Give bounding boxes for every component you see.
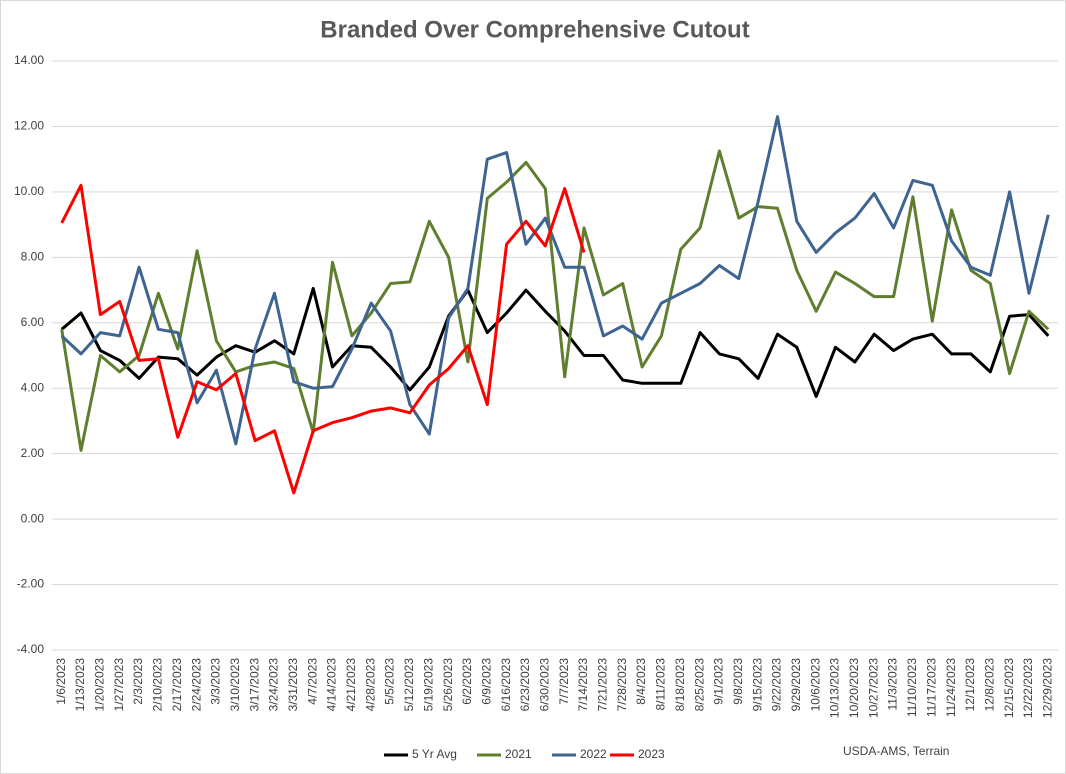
x-tick-label: 2/3/2023 [131,658,145,705]
x-tick-label: 7/28/2023 [615,658,629,712]
legend-label: 5 Yr Avg [412,747,457,761]
x-tick-label: 1/27/2023 [112,658,126,712]
x-tick-label: 2/24/2023 [189,658,203,712]
x-tick-label: 8/18/2023 [673,658,687,712]
x-tick-label: 6/9/2023 [479,658,493,705]
x-tick-label: 2/10/2023 [151,658,165,712]
x-tick-label: 11/24/2023 [944,658,958,717]
legend-label: 2022 [580,747,607,761]
x-tick-label: 10/6/2023 [808,658,822,712]
y-tick-label: -2.00 [17,577,45,591]
y-tick-label: 10.00 [14,184,44,198]
series-line [60,183,586,495]
x-tick-label: 2/17/2023 [170,658,184,712]
x-tick-label: 4/21/2023 [344,658,358,712]
x-tick-label: 8/4/2023 [634,658,648,705]
x-tick-label: 1/13/2023 [73,658,87,712]
y-tick-label: 12.00 [14,119,44,133]
series-line [60,149,1050,452]
chart-title: Branded Over Comprehensive Cutout [320,16,749,43]
x-tick-label: 3/31/2023 [286,658,300,712]
legend-label: 2023 [638,747,665,761]
x-tick-label: 10/27/2023 [866,658,880,718]
x-tick-label: 6/30/2023 [537,658,551,712]
x-tick-label: 11/3/2023 [886,658,900,711]
x-tick-label: 11/10/2023 [905,658,919,717]
x-tick-label: 1/20/2023 [93,658,107,712]
x-tick-label: 10/13/2023 [828,658,842,718]
legend-label: 2021 [505,747,532,761]
x-tick-label: 3/24/2023 [267,658,281,712]
x-tick-label: 9/15/2023 [750,658,764,712]
y-tick-label: 6.00 [21,315,45,329]
x-tick-label: 5/26/2023 [441,658,455,712]
x-tick-label: 1/6/2023 [54,658,68,705]
x-tick-label: 11/17/2023 [924,658,938,717]
x-tick-label: 4/28/2023 [363,658,377,712]
y-tick-label: 0.00 [21,511,45,525]
x-tick-label: 12/15/2023 [1002,658,1016,718]
y-tick-label: 4.00 [21,380,45,394]
x-tick-label: 4/7/2023 [305,658,319,705]
x-tick-label: 7/7/2023 [557,658,571,705]
x-tick-label: 7/14/2023 [576,658,590,712]
x-tick-label: 8/25/2023 [692,658,706,712]
x-tick-label: 9/29/2023 [789,658,803,712]
x-tick-label: 3/10/2023 [228,658,242,712]
x-tick-label: 7/21/2023 [596,658,610,712]
y-tick-label: 14.00 [14,53,44,67]
x-tick-label: 6/23/2023 [518,658,532,712]
x-tick-label: 6/16/2023 [499,658,513,712]
x-tick-label: 9/22/2023 [770,658,784,712]
series-line [60,115,1050,446]
y-tick-label: 2.00 [21,446,45,460]
x-tick-label: 8/11/2023 [654,658,668,711]
x-tick-label: 3/3/2023 [209,658,223,705]
x-tick-label: 6/2/2023 [460,658,474,705]
x-tick-label: 5/12/2023 [402,658,416,712]
x-tick-label: 12/8/2023 [982,658,996,712]
source-note: USDA-AMS, Terrain [843,744,949,758]
x-tick-label: 5/19/2023 [421,658,435,712]
y-tick-label: 8.00 [21,250,45,264]
x-tick-label: 12/1/2023 [963,658,977,712]
x-tick-label: 3/17/2023 [247,658,261,712]
x-tick-label: 4/14/2023 [325,658,339,712]
x-tick-label: 9/8/2023 [731,658,745,705]
x-tick-label: 10/20/2023 [847,658,861,718]
x-tick-label: 5/5/2023 [383,658,397,705]
x-tick-label: 9/1/2023 [712,658,726,705]
y-tick-label: -4.00 [17,642,45,656]
series-line [60,286,1050,398]
x-tick-label: 12/22/2023 [1021,658,1035,718]
x-tick-label: 12/29/2023 [1040,658,1054,718]
